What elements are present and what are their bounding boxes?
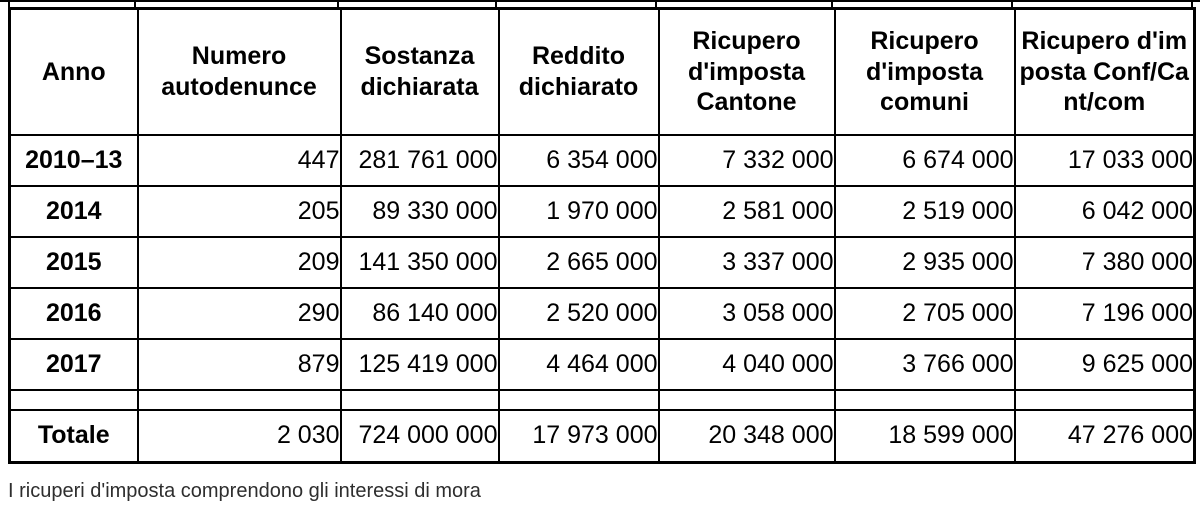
table-row: 2015 209 141 350 000 2 665 000 3 337 000 2 93…: [8, 235, 1196, 289]
spacer-cell: [833, 388, 1016, 411]
value-cell: 2 705 000: [833, 286, 1016, 340]
value-cell: 724 000 000: [339, 408, 500, 464]
year-cell: 2015: [8, 235, 139, 289]
column-divider-tick: [1013, 0, 1193, 7]
table-row: 2014 205 89 330 000 1 970 000 2 581 000 2 519…: [8, 184, 1196, 238]
value-cell: 7 332 000: [657, 133, 836, 187]
column-divider-tick: [339, 0, 497, 7]
value-cell: 47 276 000: [1013, 408, 1196, 464]
column-divider-tick: [8, 0, 136, 7]
value-cell: 6 674 000: [833, 133, 1016, 187]
self-disclosure-tax-table: Anno Numero autodenunce Sostanza dichiarat…: [8, 7, 1196, 464]
value-cell: 4 040 000: [657, 337, 836, 391]
column-header-2: Numero autodenunce: [136, 7, 342, 136]
value-cell: 17 033 000: [1013, 133, 1196, 187]
value-cell: 879: [136, 337, 342, 391]
value-cell: 4 464 000: [497, 337, 660, 391]
column-divider-tick: [833, 0, 1013, 7]
value-cell: 447: [136, 133, 342, 187]
value-cell: 7 380 000: [1013, 235, 1196, 289]
value-cell: 7 196 000: [1013, 286, 1196, 340]
value-cell: 2 030: [136, 408, 342, 464]
spacer-cell: [8, 388, 139, 411]
column-header-7: Ricupero d'imposta Conf/Cant/com: [1013, 7, 1196, 136]
value-cell: 2 520 000: [497, 286, 660, 340]
value-cell: 3 337 000: [657, 235, 836, 289]
column-divider-tick: [657, 0, 833, 7]
total-row: Totale 2 030 724 000 000 17 973 000 20 348 0…: [8, 408, 1196, 464]
spacer-cell: [657, 388, 836, 411]
column-header-6: Ricupero d'imposta comuni: [833, 7, 1016, 136]
value-cell: 281 761 000: [339, 133, 500, 187]
value-cell: 18 599 000: [833, 408, 1016, 464]
total-label-cell: Totale: [8, 408, 139, 464]
value-cell: 86 140 000: [339, 286, 500, 340]
footnote: I ricuperi d'imposta comprendono gli int…: [8, 480, 481, 502]
value-cell: 9 625 000: [1013, 337, 1196, 391]
table-row: 2010–13 447 281 761 000 6 354 000 7 332 000 6…: [8, 133, 1196, 187]
value-cell: 20 348 000: [657, 408, 836, 464]
column-header-3: Sostanza dichiarata: [339, 7, 500, 136]
value-cell: 89 330 000: [339, 184, 500, 238]
value-cell: 125 419 000: [339, 337, 500, 391]
value-cell: 205: [136, 184, 342, 238]
value-cell: 141 350 000: [339, 235, 500, 289]
column-header-4: Reddito dichiarato: [497, 7, 660, 136]
cropped-row-fragment: [8, 0, 1193, 7]
year-cell: 2014: [8, 184, 139, 238]
value-cell: 17 973 000: [497, 408, 660, 464]
spacer-cell: [339, 388, 500, 411]
year-cell: 2010–13: [8, 133, 139, 187]
header-row: Anno Numero autodenunce Sostanza dichiarat…: [8, 7, 1196, 136]
value-cell: 6 042 000: [1013, 184, 1196, 238]
value-cell: 2 519 000: [833, 184, 1016, 238]
spacer-cell: [136, 388, 342, 411]
value-cell: 209: [136, 235, 342, 289]
value-cell: 2 665 000: [497, 235, 660, 289]
spacer-cell: [497, 388, 660, 411]
year-cell: 2017: [8, 337, 139, 391]
value-cell: 6 354 000: [497, 133, 660, 187]
spacer-row: [8, 388, 1196, 411]
value-cell: 3 766 000: [833, 337, 1016, 391]
column-header-5: Ricupero d'imposta Cantone: [657, 7, 836, 136]
value-cell: 2 935 000: [833, 235, 1016, 289]
table-row: 2016 290 86 140 000 2 520 000 3 058 000 2 705…: [8, 286, 1196, 340]
column-header-1: Anno: [8, 7, 139, 136]
spacer-cell: [1013, 388, 1196, 411]
top-border-line: [0, 0, 1200, 2]
column-divider-tick: [497, 0, 657, 7]
table-row: 2017 879 125 419 000 4 464 000 4 040 000 3 76…: [8, 337, 1196, 391]
value-cell: 3 058 000: [657, 286, 836, 340]
column-divider-tick: [136, 0, 339, 7]
year-cell: 2016: [8, 286, 139, 340]
value-cell: 2 581 000: [657, 184, 836, 238]
value-cell: 1 970 000: [497, 184, 660, 238]
value-cell: 290: [136, 286, 342, 340]
